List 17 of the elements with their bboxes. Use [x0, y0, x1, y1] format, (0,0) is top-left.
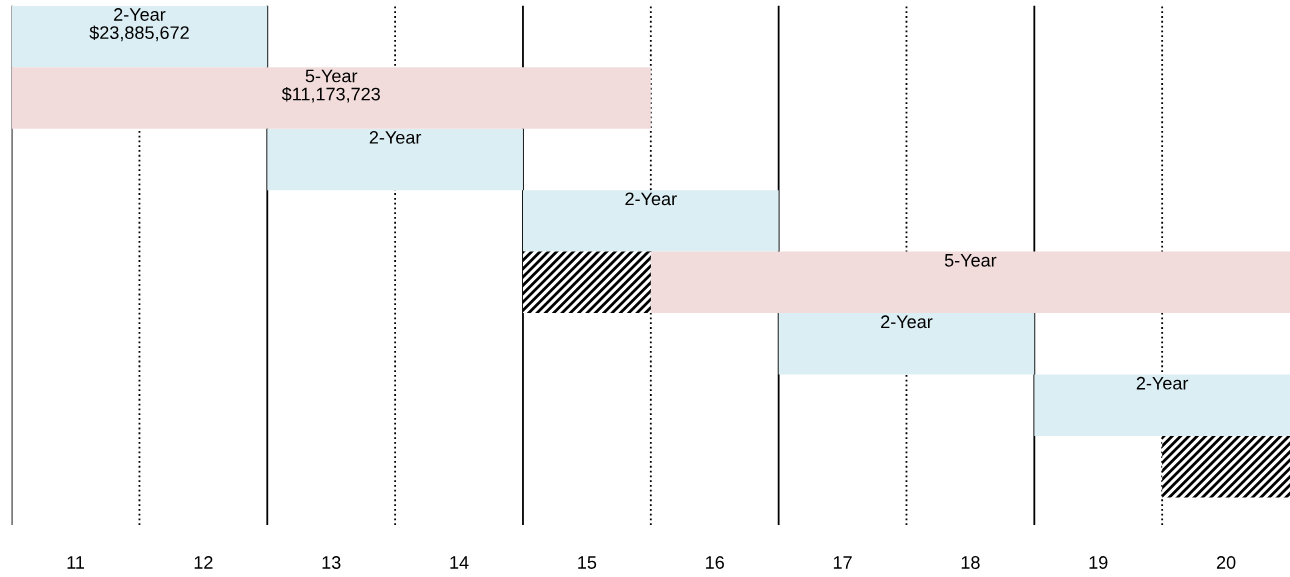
x-tick-label: 15 — [578, 556, 597, 569]
x-tick-label: 14 — [450, 556, 469, 569]
data-label: 5-Year $11,173,723 — [281, 69, 380, 103]
data-label: 2-Year — [881, 315, 933, 329]
x-tick-label: 20 — [1216, 556, 1236, 569]
x-tick-label: 12 — [194, 556, 213, 569]
data-label: 2-Year — [625, 192, 677, 206]
x-tick-label: 18 — [961, 556, 980, 569]
data-label: 2-Year $23,885,672 — [89, 8, 189, 42]
data-label: 2-Year — [1136, 376, 1189, 390]
x-tick-label: 16 — [706, 556, 724, 569]
x-tick-label: 19 — [1089, 556, 1108, 569]
x-tick-label: 17 — [833, 556, 852, 569]
data-label: 5-Year — [944, 254, 997, 267]
x-tick-label: 11 — [67, 556, 85, 569]
x-tick-label: 13 — [322, 556, 341, 569]
data-label: 2-Year — [369, 131, 422, 144]
